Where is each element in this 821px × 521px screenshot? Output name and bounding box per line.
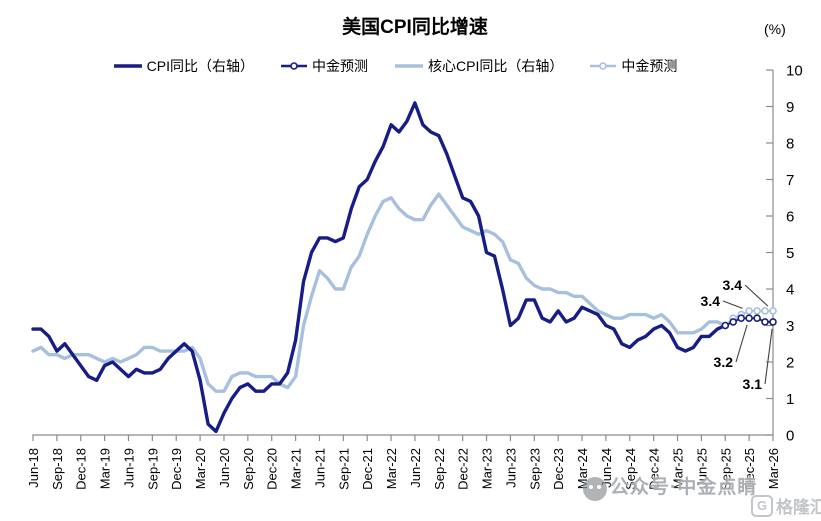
x-tick-label: Jun-19 [121,448,136,488]
x-tick-label: Sep-18 [50,448,65,490]
wechat-logo-icon [583,477,607,501]
x-tick-label: Sep-25 [718,448,733,490]
x-tick-label: Jun-25 [694,448,709,488]
forecast-value-label: 3.2 [714,354,734,370]
y-tick-label: 8 [786,136,794,153]
gelonghui-text: 格隆汇 [776,498,821,517]
series-1 [721,314,777,330]
legend-item-core-cpi: 核心CPI同比（右轴） [394,56,563,76]
x-tick-label: Sep-21 [336,448,351,490]
gelonghui-logo-icon: G [751,494,773,517]
core-cpi-line-icon [395,64,423,68]
x-tick-label: Jun-24 [599,448,614,488]
y-tick-label: 6 [786,209,794,226]
x-tick-label: Dec-23 [551,448,566,490]
x-tick-label: Mar-19 [98,448,113,489]
x-tick-label: Sep-20 [241,448,256,490]
x-tick-label: Dec-21 [360,448,375,490]
x-tick-label: Mar-25 [671,448,686,489]
cpi-line-icon [113,64,142,68]
x-tick-label: Mar-21 [289,448,304,489]
x-tick-label: Mar-20 [193,448,208,489]
annotations: 3.43.4 3.2 3.1 [701,277,773,392]
x-tick-label: Jun-20 [217,448,232,488]
legend-item-label: 核心CPI同比（右轴） [428,58,564,74]
x-tick-label: Jun-18 [26,448,41,488]
y-tick-label: 1 [786,391,794,408]
x-tick-label: Dec-20 [265,448,280,490]
series-0 [31,101,727,434]
x-tick-label: Jun-23 [503,448,518,488]
cpi-forecast-line-icon [281,62,307,70]
y-tick-label: 0 [786,428,794,445]
legend-item-core-forecast: 中金预测 [589,56,677,76]
y-tick-label: 5 [786,245,794,262]
axes: 0 1 2 3 4 5 6 7 8 9 10 Jun-18 Sep-18 Dec-18 Mar-19 Jun-… [26,63,803,490]
x-tick-label: Sep-23 [527,448,542,490]
y-tick-label: 3 [786,318,794,335]
y-tick-label: 9 [786,99,794,116]
chart-title: 美国CPI同比增速 [342,17,488,38]
x-tick-label: Mar-26 [766,448,781,489]
x-tick-label: Dec-24 [647,448,662,490]
legend-item-label: 中金预测 [621,58,678,74]
x-tick-label: Dec-25 [742,448,757,490]
y-tick-label: 7 [786,172,794,189]
x-tick-label: Sep-19 [145,448,160,490]
x-tick-label: Dec-18 [74,448,89,490]
series-2 [31,192,727,393]
watermark-official-account: 公众号·中金点睛 [610,477,758,498]
forecast-value-label: 3.4 [701,293,721,309]
x-tick-label: Sep-24 [623,448,638,490]
forecast-value-label: 3.1 [743,376,763,392]
x-tick-label: Sep-22 [432,448,447,490]
x-tick-label: Mar-23 [480,448,495,489]
gelonghui-watermark: G 格隆汇 [751,493,821,518]
x-tick-label: Mar-22 [384,448,399,489]
x-tick-label: Jun-21 [312,448,327,488]
x-tick-label: Jun-22 [408,448,423,488]
y-tick-label: 10 [786,63,803,80]
x-tick-label: Dec-22 [456,448,471,490]
y-axis-unit-label: (%) [764,21,786,37]
chart-legend: CPI同比（右轴） 中金预测 核心CPI同比（右轴） 中金预测 [0,56,790,76]
core-forecast-line-icon [590,62,617,70]
legend-item-label: 中金预测 [312,58,368,74]
y-tick-label: 4 [786,282,794,299]
legend-item-cpi: CPI同比（右轴） [113,56,254,76]
y-tick-label: 2 [786,355,794,372]
legend-item-label: CPI同比（右轴） [146,58,254,74]
legend-item-cpi-forecast: 中金预测 [280,56,368,76]
x-tick-label: Dec-19 [169,448,184,490]
forecast-value-label: 3.4 [723,277,743,293]
